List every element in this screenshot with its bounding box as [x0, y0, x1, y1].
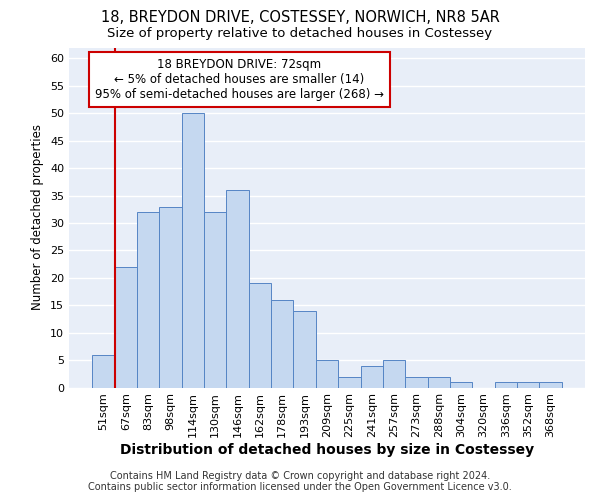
Bar — [160, 206, 182, 388]
Bar — [361, 366, 383, 388]
Bar — [316, 360, 338, 388]
Bar — [494, 382, 517, 388]
Bar — [182, 114, 204, 388]
Y-axis label: Number of detached properties: Number of detached properties — [31, 124, 44, 310]
Bar — [517, 382, 539, 388]
Bar — [539, 382, 562, 388]
Bar — [450, 382, 472, 388]
Bar — [204, 212, 226, 388]
Text: Size of property relative to detached houses in Costessey: Size of property relative to detached ho… — [107, 28, 493, 40]
X-axis label: Distribution of detached houses by size in Costessey: Distribution of detached houses by size … — [120, 443, 534, 457]
Bar — [92, 354, 115, 388]
Bar — [405, 376, 428, 388]
Bar — [137, 212, 160, 388]
Bar — [249, 284, 271, 388]
Text: 18 BREYDON DRIVE: 72sqm
← 5% of detached houses are smaller (14)
95% of semi-det: 18 BREYDON DRIVE: 72sqm ← 5% of detached… — [95, 58, 384, 100]
Bar — [226, 190, 249, 388]
Bar — [428, 376, 450, 388]
Text: 18, BREYDON DRIVE, COSTESSEY, NORWICH, NR8 5AR: 18, BREYDON DRIVE, COSTESSEY, NORWICH, N… — [101, 10, 499, 25]
Bar — [338, 376, 361, 388]
Bar — [293, 310, 316, 388]
Bar — [383, 360, 405, 388]
Bar — [115, 267, 137, 388]
Text: Contains HM Land Registry data © Crown copyright and database right 2024.
Contai: Contains HM Land Registry data © Crown c… — [88, 471, 512, 492]
Bar — [271, 300, 293, 388]
